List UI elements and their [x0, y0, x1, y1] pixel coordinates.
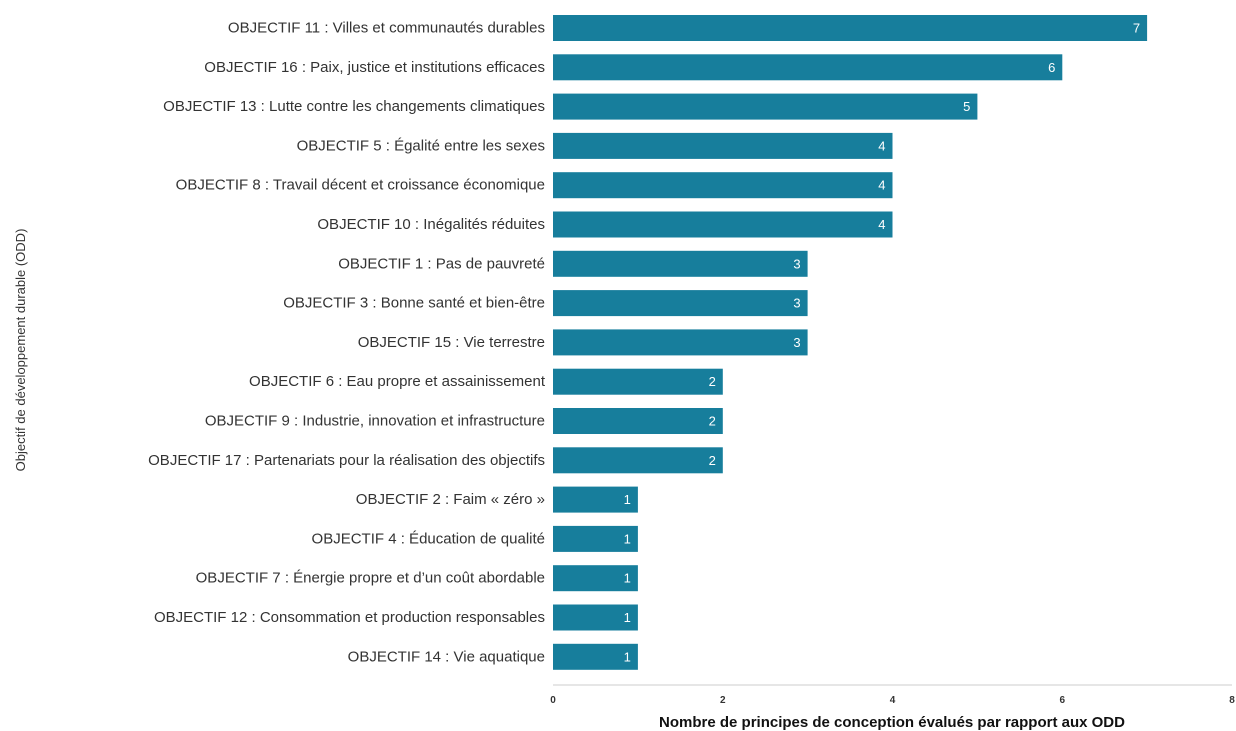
category-labels-group: OBJECTIF 11 : Villes et communautés dura…	[148, 20, 546, 666]
x-tick-label: 2	[720, 695, 726, 706]
x-tick-labels-group: 0 2 4 6 8	[550, 695, 1235, 706]
bar-value-label: 5	[963, 99, 970, 114]
category-label: OBJECTIF 16 : Paix, justice et instituti…	[204, 59, 545, 76]
category-label: OBJECTIF 7 : Énergie propre et d’un coût…	[196, 570, 545, 587]
value-labels-group: 7 6 5 4 4 4 3 3 3 2 2 2 1 1 1 1 1	[624, 21, 1140, 665]
x-tick-label: 4	[890, 695, 896, 706]
bar-value-label: 3	[793, 296, 800, 311]
bar	[553, 368, 723, 395]
bar	[553, 15, 1148, 41]
category-label: OBJECTIF 3 : Bonne santé et bien-être	[283, 295, 545, 312]
bar	[553, 132, 893, 159]
category-label: OBJECTIF 12 : Consommation et production…	[154, 609, 545, 626]
bar-value-label: 6	[1048, 60, 1055, 75]
bar-value-label: 1	[624, 492, 631, 507]
bars-group	[553, 15, 1148, 670]
bar	[553, 604, 638, 631]
category-label: OBJECTIF 1 : Pas de pauvreté	[338, 255, 545, 272]
bar-value-label: 7	[1133, 21, 1140, 36]
bar-value-label: 3	[793, 256, 800, 271]
category-label: OBJECTIF 4 : Éducation de qualité	[312, 530, 545, 547]
category-label: OBJECTIF 10 : Inégalités réduites	[317, 216, 545, 233]
bar	[553, 447, 723, 474]
bar	[553, 486, 638, 513]
bar	[553, 250, 808, 277]
x-tick-label: 6	[1060, 695, 1066, 706]
x-tick-label: 8	[1229, 695, 1235, 706]
bar-value-label: 4	[878, 217, 885, 232]
bar-value-label: 1	[624, 571, 631, 586]
category-label: OBJECTIF 5 : Égalité entre les sexes	[297, 137, 545, 154]
bar	[553, 525, 638, 552]
category-label: OBJECTIF 2 : Faim « zéro »	[356, 491, 545, 508]
bar	[553, 93, 978, 120]
category-label: OBJECTIF 13 : Lutte contre les changemen…	[163, 98, 545, 115]
bar-value-label: 3	[793, 335, 800, 350]
x-tick-label: 0	[550, 695, 556, 706]
category-label: OBJECTIF 6 : Eau propre et assainissemen…	[249, 373, 546, 390]
category-label: OBJECTIF 15 : Vie terrestre	[358, 334, 545, 351]
bar	[553, 329, 808, 356]
bar	[553, 211, 893, 238]
bar	[553, 408, 723, 434]
bar-value-label: 2	[709, 414, 716, 429]
category-label: OBJECTIF 11 : Villes et communautés dura…	[228, 20, 545, 37]
bar-value-label: 1	[624, 610, 631, 625]
bar-value-label: 4	[878, 138, 885, 153]
bar-value-label: 1	[624, 649, 631, 664]
bar	[553, 290, 808, 317]
category-label: OBJECTIF 8 : Travail décent et croissanc…	[176, 177, 545, 194]
bar	[553, 643, 638, 670]
x-axis-title: Nombre de principes de conception évalué…	[659, 714, 1125, 731]
bar	[553, 54, 1063, 81]
category-label: OBJECTIF 17 : Partenariats pour la réali…	[148, 452, 545, 469]
bar-value-label: 1	[624, 531, 631, 546]
y-axis-title: Objectif de développement durable (ODD)	[13, 229, 28, 472]
bar-value-label: 2	[709, 453, 716, 468]
category-label: OBJECTIF 9 : Industrie, innovation et in…	[205, 413, 545, 430]
bar	[553, 565, 638, 592]
category-label: OBJECTIF 14 : Vie aquatique	[348, 648, 545, 665]
bar-value-label: 2	[709, 374, 716, 389]
bar-value-label: 4	[878, 178, 885, 193]
bar	[553, 172, 893, 199]
